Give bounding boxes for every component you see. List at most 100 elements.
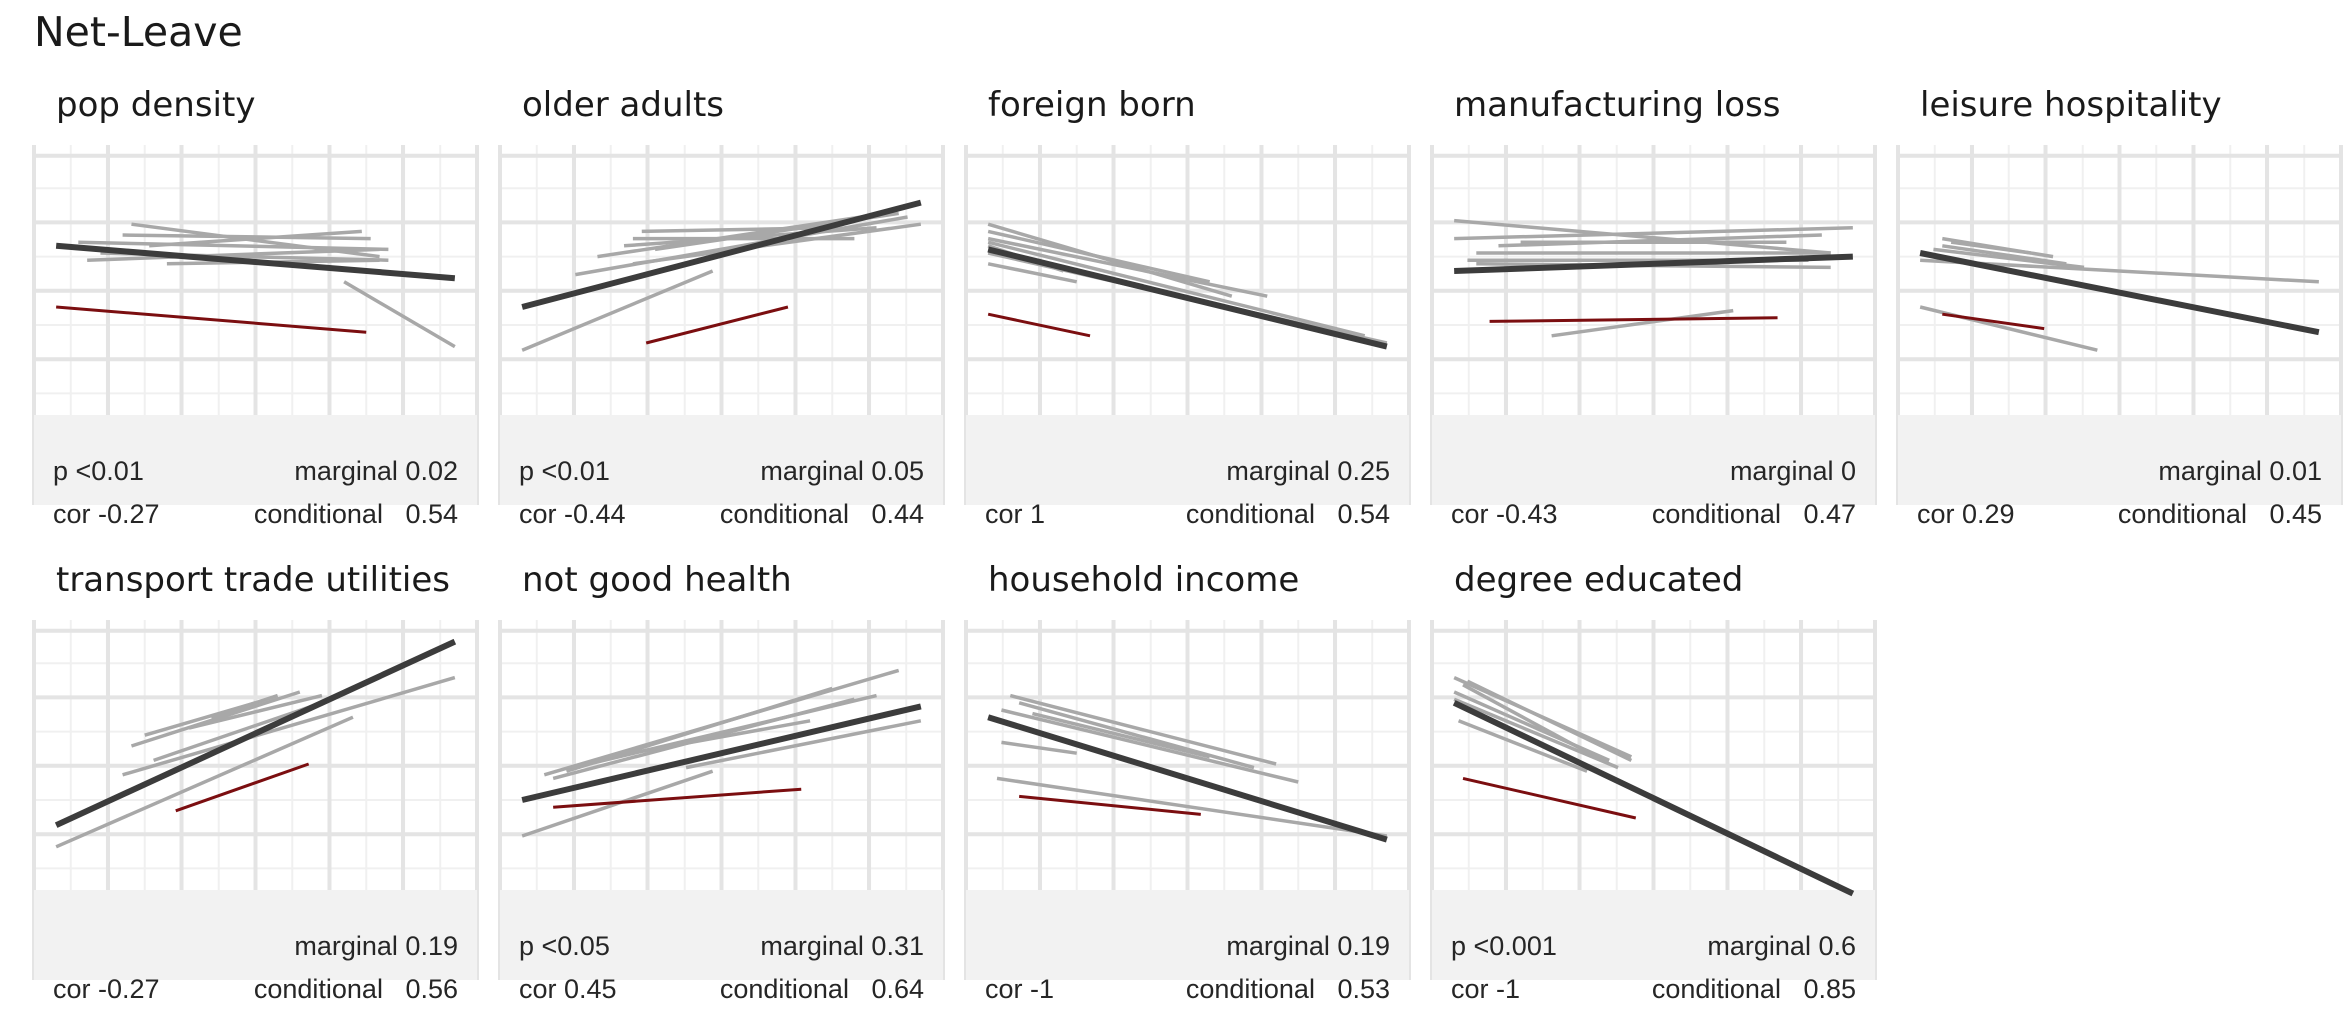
group-line: [1942, 244, 2067, 266]
conditional-r2-label: conditional 0.45: [2117, 499, 2322, 529]
p-value-label: p <0.01: [53, 456, 144, 486]
stat-box: [966, 415, 1409, 505]
group-line: [1032, 711, 1211, 759]
highlight-line: [553, 787, 802, 809]
facet-plot: [32, 145, 479, 505]
highlight-line: [56, 305, 367, 334]
facet-plot: [1430, 145, 1877, 505]
facet-title: manufacturing loss: [1454, 85, 1781, 125]
marginal-r2-label: marginal 0: [1729, 456, 1856, 486]
cor-label: cor 0.29: [1917, 499, 2015, 529]
chart-title: Net-Leave: [34, 8, 243, 56]
marginal-r2-label: marginal 0.25: [1226, 456, 1390, 486]
group-line: [188, 693, 323, 730]
highlight-line: [1942, 312, 2045, 331]
group-line: [1453, 218, 1831, 255]
highlight-line: [1019, 794, 1201, 816]
group-line: [55, 715, 354, 849]
group-line: [632, 222, 922, 266]
highlight-line: [987, 312, 1091, 338]
fit-line: [55, 242, 456, 282]
facet-title: degree educated: [1454, 560, 1744, 600]
fit-line: [521, 199, 922, 310]
stat-box: [500, 890, 943, 980]
fit-line: [1454, 253, 1853, 274]
conditional-r2-label: conditional 0.47: [1651, 499, 1856, 529]
marginal-r2-label: marginal 0.01: [2158, 456, 2322, 486]
cor-label: cor -0.44: [519, 499, 626, 529]
facet-plot: [498, 620, 945, 980]
stat-box: [34, 415, 477, 505]
cor-label: cor 1: [985, 499, 1046, 529]
highlight-line: [1489, 316, 1778, 323]
cor-label: cor -1: [985, 974, 1055, 1004]
fit-line: [1919, 250, 2320, 336]
marginal-r2-label: marginal 0.19: [294, 931, 458, 961]
marginal-r2-label: marginal 0.05: [760, 456, 924, 486]
group-line: [210, 693, 279, 719]
cor-label: cor -0.43: [1451, 499, 1558, 529]
group-line: [1001, 740, 1077, 755]
marginal-r2-label: marginal 0.02: [294, 456, 458, 486]
group-line: [1466, 679, 1633, 762]
marginal-r2-label: marginal 0.6: [1707, 931, 1856, 961]
p-value-label: p <0.05: [519, 931, 610, 961]
group-line: [1551, 308, 1734, 338]
facet-plot: [32, 620, 479, 980]
group-line: [1457, 719, 1588, 773]
group-line: [1950, 240, 2032, 255]
highlight-line: [175, 762, 310, 813]
facet-title: pop density: [56, 85, 256, 125]
group-line: [1009, 693, 1277, 766]
facet-panel: household income cor -1 marginal 0.19 condi…: [964, 560, 1411, 1005]
group-line: [575, 215, 908, 277]
group-line: [122, 233, 371, 241]
facet-title: foreign born: [988, 85, 1196, 125]
facet-panel: leisure hospitality cor 0.29 marginal 0.01…: [1896, 85, 2343, 530]
facet-title: not good health: [522, 560, 792, 600]
facet-panel: pop density p <0.01 cor -0.27 marginal 0.02…: [32, 85, 479, 530]
facet-panel: not good health p <0.05 cor 0.45 marginal 0…: [498, 560, 945, 1005]
p-value-label: p <0.01: [519, 456, 610, 486]
group-line: [987, 240, 1366, 338]
group-line: [610, 719, 811, 759]
group-line: [1018, 701, 1255, 770]
p-value-label: p <0.001: [1451, 931, 1557, 961]
group-line: [1498, 233, 1822, 248]
cor-label: cor 0.45: [519, 974, 617, 1004]
group-line: [987, 236, 1268, 298]
fit-line: [54, 638, 457, 828]
stat-box: [34, 890, 477, 980]
facet-title: transport trade utilities: [56, 560, 450, 600]
group-line: [987, 262, 1078, 284]
marginal-r2-label: marginal 0.31: [760, 931, 924, 961]
stat-box: [966, 890, 1409, 980]
group-line: [521, 269, 714, 352]
stat-box: [500, 415, 943, 505]
facet-panel: degree educated p <0.001 cor -1 marginal 0.…: [1430, 560, 1877, 1005]
group-line: [153, 701, 323, 763]
group-line: [78, 240, 389, 252]
conditional-r2-label: conditional 0.85: [1651, 974, 1856, 1004]
group-line: [1453, 690, 1610, 763]
facet-title: older adults: [522, 85, 724, 125]
group-line: [987, 229, 1211, 284]
group-line: [130, 690, 301, 748]
facet-plot: [964, 620, 1411, 980]
facet-plot: [1430, 620, 1877, 980]
fit-line: [987, 246, 1388, 350]
facet-title: household income: [988, 560, 1300, 600]
stat-box: [1898, 415, 2341, 505]
cor-label: cor -0.27: [53, 499, 160, 529]
stat-box: [1432, 890, 1875, 980]
facet-panel: manufacturing loss cor -0.43 marginal 0 con…: [1430, 85, 1877, 530]
stat-box: [1432, 415, 1875, 505]
facet-panel: foreign born cor 1 marginal 0.25 conditiona…: [964, 85, 1411, 530]
facet-panel: older adults p <0.01 cor -0.44 marginal 0.0…: [498, 85, 945, 530]
facet-plot: [1896, 145, 2343, 505]
conditional-r2-label: conditional 0.54: [1185, 499, 1390, 529]
group-line: [122, 675, 456, 777]
cor-label: cor -0.27: [53, 974, 160, 1004]
group-line: [343, 280, 456, 349]
